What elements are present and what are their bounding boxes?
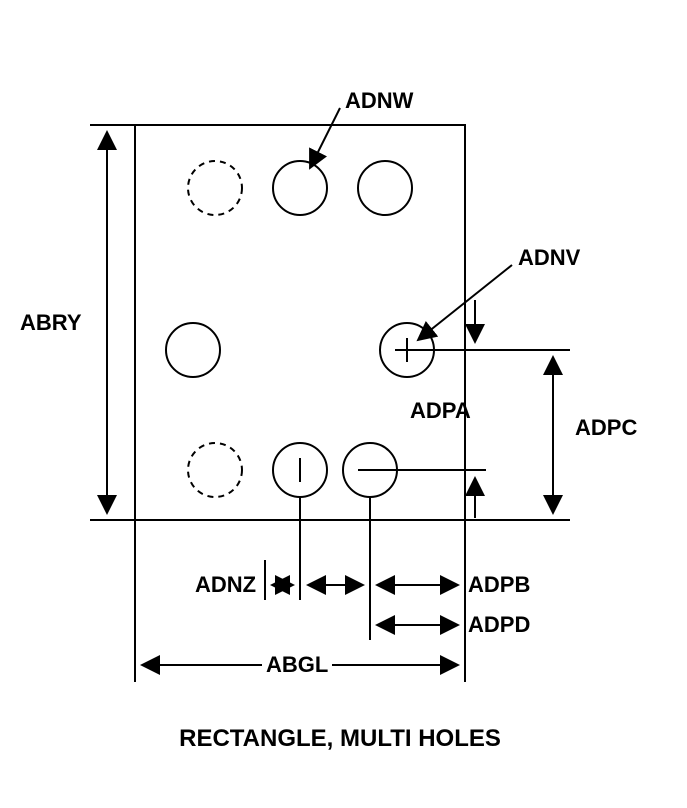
hole-top-right bbox=[358, 161, 412, 215]
label-adnw: ADNW bbox=[345, 88, 413, 114]
label-abgl: ABGL bbox=[262, 652, 332, 678]
label-abry: ABRY bbox=[20, 310, 82, 336]
label-adnv: ADNV bbox=[518, 245, 580, 271]
label-adpb: ADPB bbox=[468, 572, 530, 598]
hole-mid-left bbox=[166, 323, 220, 377]
diagram-svg bbox=[0, 0, 687, 808]
label-adpd: ADPD bbox=[468, 612, 530, 638]
adnw-leader bbox=[310, 108, 340, 168]
hole-top-mid bbox=[273, 161, 327, 215]
hole-top-left-dashed bbox=[188, 161, 242, 215]
label-adpa: ADPA bbox=[410, 398, 471, 424]
technical-diagram: ABRY ADNW ADNV ADPA ADPC ADNZ ADPB ADPD … bbox=[0, 0, 687, 808]
label-adnz: ADNZ bbox=[195, 572, 256, 598]
hole-bot-left-dashed bbox=[188, 443, 242, 497]
label-adpc: ADPC bbox=[575, 415, 637, 441]
diagram-title: RECTANGLE, MULTI HOLES bbox=[110, 725, 570, 753]
